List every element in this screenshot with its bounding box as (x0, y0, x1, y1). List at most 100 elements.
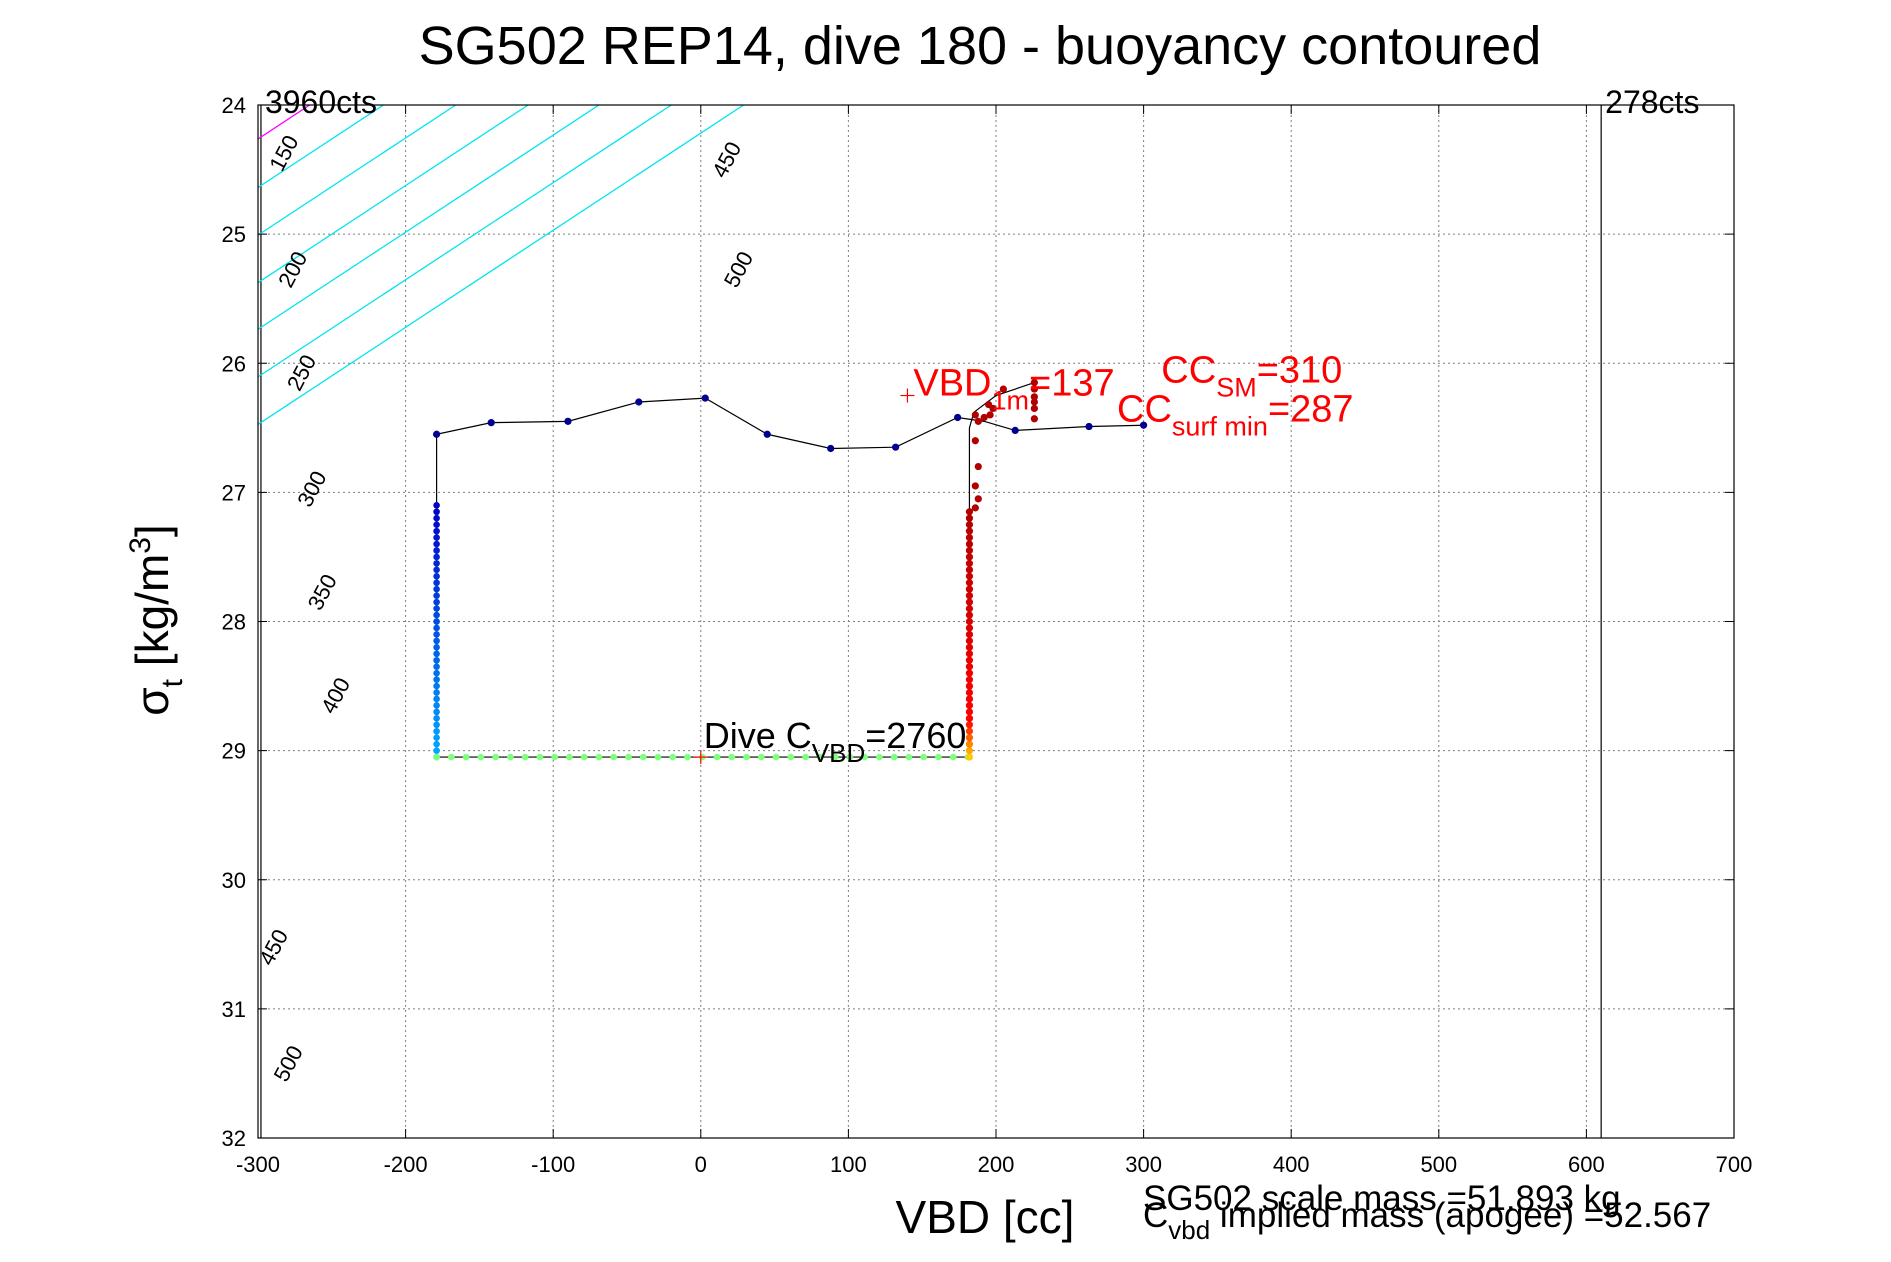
y-tick-label: 32 (222, 1126, 246, 1151)
chart-title: SG502 REP14, dive 180 - buoyancy contour… (419, 16, 1542, 76)
descent-point (433, 682, 440, 690)
bottom-point (595, 753, 603, 761)
descent-point (433, 650, 440, 658)
surface-point (564, 417, 572, 425)
bottom-point (433, 753, 440, 761)
descent-point (433, 644, 440, 651)
surface-point (954, 413, 962, 422)
upper-point (971, 437, 979, 445)
descent-point (433, 747, 440, 754)
y-tick-label: 25 (222, 222, 246, 247)
descent-point (433, 637, 440, 645)
surface-point (892, 443, 900, 451)
y-tick-label: 28 (222, 610, 246, 635)
contour-label: 300 (292, 467, 331, 511)
upper-point (971, 411, 979, 419)
y-tick-label: 29 (222, 739, 246, 764)
vbd-1m-annotation: VBD1m=137 (913, 363, 1114, 416)
upper-point (986, 411, 994, 419)
descent-point (433, 702, 440, 709)
contour-line-350 (258, 105, 529, 284)
descent-point (433, 553, 440, 561)
ascent-point (965, 727, 974, 735)
descent-point (433, 527, 440, 535)
ascent-point (965, 656, 974, 664)
descent-point (433, 508, 440, 516)
surface-point (1140, 421, 1148, 429)
descent-point (433, 605, 440, 612)
bottom-point (448, 753, 455, 761)
surface-point (1011, 426, 1019, 434)
contour-label: 450 (707, 138, 746, 182)
bottom-point (846, 753, 854, 761)
ascent-point (965, 585, 974, 593)
ascent-point (965, 740, 974, 748)
bottom-point (580, 753, 588, 761)
ascent-point (965, 669, 974, 677)
ascent-point (965, 617, 974, 626)
y-axis-label: σt [kg/m3] (124, 524, 189, 715)
grid (258, 105, 1734, 1138)
surface-point (763, 430, 771, 438)
surface-point (701, 394, 709, 402)
dive-track-line (435, 382, 1144, 758)
bottom-point (551, 753, 558, 761)
upper-point (974, 417, 982, 425)
y-tick-label: 24 (222, 93, 246, 118)
contour-label: 450 (254, 925, 293, 969)
cc-sm-annotation: CCSM=310 (1161, 350, 1342, 403)
ascent-point (965, 734, 974, 742)
bottom-point (625, 753, 632, 761)
bottom-point (772, 753, 780, 761)
descent-point (433, 547, 440, 554)
plus-marker (900, 388, 915, 403)
scale-mass-text: SG502 scale mass =51.893 kg (1143, 1179, 1621, 1218)
ascent-point (965, 747, 974, 755)
bottom-point (669, 753, 677, 761)
upper-point (971, 482, 979, 490)
upper-point (980, 413, 988, 422)
count-label: 278cts (1605, 84, 1699, 120)
x-tick-label: 500 (1420, 1152, 1457, 1177)
bottom-point (905, 753, 913, 761)
bottom-point (566, 753, 573, 761)
plus-marker (693, 750, 708, 765)
x-tick-label: 100 (830, 1152, 867, 1177)
y-tick-label: 30 (222, 868, 246, 893)
bottom-point (861, 753, 868, 761)
implied-mass-text: Cvbd implied mass (apogee) =52.567 (1143, 1196, 1711, 1245)
bottom-point (684, 753, 691, 761)
count-label: 3960cts (265, 84, 377, 120)
descent-point (433, 689, 440, 696)
bottom-point (935, 753, 942, 761)
upper-point (1030, 379, 1038, 387)
ascent-point (965, 572, 974, 580)
bottom-point (802, 753, 809, 761)
ascent-point (965, 546, 974, 555)
ascent-point (965, 643, 974, 651)
bottom-point (743, 753, 750, 761)
descent-point (433, 676, 440, 683)
descent-point (433, 585, 440, 593)
contour-label: 150 (264, 131, 303, 175)
upper-point (974, 462, 982, 471)
contour-line-150 (0, 105, 239, 1138)
descent-point (433, 618, 440, 625)
bottom-point (831, 753, 839, 761)
ascent-point (965, 650, 974, 658)
bottom-point (713, 753, 721, 761)
x-tick-label: 700 (1716, 1152, 1753, 1177)
x-tick-label: 300 (1125, 1152, 1162, 1177)
x-tick-label: -100 (531, 1152, 575, 1177)
upper-point (1030, 398, 1038, 406)
descent-point (433, 669, 440, 677)
ascent-point (965, 592, 974, 600)
ascent-point (965, 695, 974, 703)
descent-point (433, 631, 440, 638)
contour-label: 500 (719, 247, 758, 291)
descent-point (433, 573, 440, 580)
upper-point (989, 404, 997, 413)
ascent-point (965, 611, 974, 619)
contour-label: 200 (273, 247, 312, 291)
ascent-point (965, 637, 974, 645)
